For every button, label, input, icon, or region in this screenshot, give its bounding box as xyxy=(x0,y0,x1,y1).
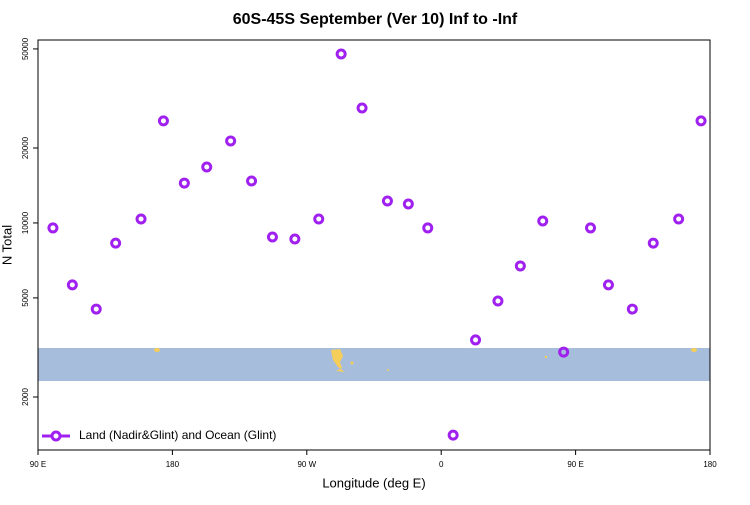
point xyxy=(422,222,434,234)
x-tick-label: 90 W xyxy=(297,460,316,469)
plot-frame xyxy=(37,39,711,451)
point xyxy=(402,198,414,210)
point xyxy=(266,231,278,243)
point xyxy=(356,102,368,114)
point xyxy=(90,303,102,315)
point xyxy=(647,237,659,249)
land xyxy=(691,348,697,352)
land xyxy=(544,355,548,359)
point xyxy=(47,222,59,234)
y-tick-label: 20000 xyxy=(21,136,30,159)
point xyxy=(178,177,190,189)
y-axis-label: N Total xyxy=(0,225,14,265)
x-tick-label: 90 E xyxy=(30,460,46,469)
point xyxy=(381,195,393,207)
point xyxy=(447,429,459,441)
point xyxy=(558,346,570,358)
point xyxy=(66,279,78,291)
point xyxy=(673,213,685,225)
x-tick-label: 180 xyxy=(703,460,717,469)
point xyxy=(335,48,347,60)
point xyxy=(470,334,482,346)
legend-marker xyxy=(50,430,62,442)
point xyxy=(537,215,549,227)
y-tick-label: 50000 xyxy=(21,37,30,60)
point xyxy=(492,295,504,307)
x-axis-label: Longitude (deg E) xyxy=(322,475,425,490)
point xyxy=(225,135,237,147)
point xyxy=(201,161,213,173)
land xyxy=(331,349,345,372)
point xyxy=(514,260,526,272)
point xyxy=(157,115,169,127)
point xyxy=(110,237,122,249)
point xyxy=(602,279,614,291)
y-tick-label: 5000 xyxy=(21,288,30,306)
ocean xyxy=(38,348,710,381)
y-tick-label: 10000 xyxy=(21,211,30,234)
land xyxy=(387,369,389,371)
point xyxy=(626,303,638,315)
point xyxy=(246,175,258,187)
point xyxy=(135,213,147,225)
point xyxy=(695,115,707,127)
x-tick-label: 180 xyxy=(166,460,180,469)
x-tick-label: 90 E xyxy=(567,460,583,469)
chart-title: 60S-45S September (Ver 10) Inf to -Inf xyxy=(233,11,518,28)
x-tick-label: 0 xyxy=(439,460,444,469)
land xyxy=(350,361,354,365)
legend-label: Land (Nadir&Glint) and Ocean (Glint) xyxy=(79,428,276,442)
point xyxy=(585,222,597,234)
point xyxy=(313,213,325,225)
land xyxy=(154,348,160,352)
point xyxy=(289,233,301,245)
y-tick-label: 2000 xyxy=(21,388,30,406)
map-strip xyxy=(38,348,710,381)
